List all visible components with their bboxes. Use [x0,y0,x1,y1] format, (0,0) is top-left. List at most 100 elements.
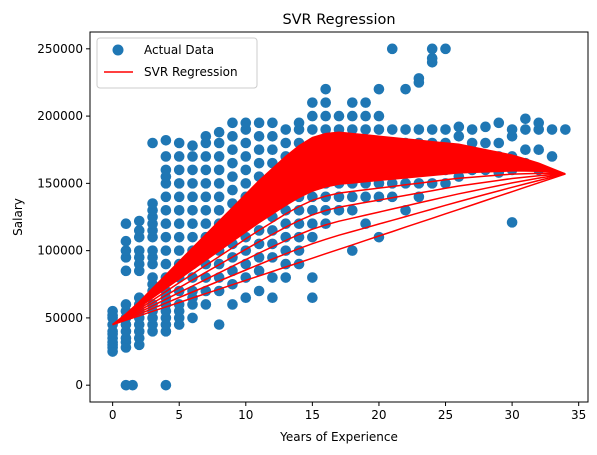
scatter-point [200,164,212,176]
y-axis-label: Salary [11,198,25,236]
scatter-point [240,151,252,162]
scatter-point [546,124,558,135]
x-tick-label: 20 [371,408,386,422]
x-tick-label: 15 [305,408,320,422]
scatter-point [386,43,398,55]
scatter-point [213,178,225,189]
scatter-point [480,121,491,133]
scatter-point [160,204,172,216]
scatter-point [520,124,531,135]
scatter-point [253,285,265,297]
scatter-point [440,43,451,55]
scatter-point [493,117,505,129]
scatter-point [187,312,198,324]
scatter-point [227,130,238,142]
scatter-point [213,126,225,138]
x-axis-label: Years of Experience [279,430,398,444]
scatter-point [173,218,185,230]
scatter-point [360,124,371,135]
scatter-point [160,245,172,256]
scatter-point [227,157,238,169]
scatter-point [147,245,158,256]
scatter-point [320,110,331,122]
scatter-point [453,121,465,133]
scatter-point [267,130,278,142]
y-tick-label: 50000 [45,311,83,325]
scatter-point [240,117,252,129]
scatter-point [173,178,185,189]
scatter-point [520,144,531,156]
scatter-point [160,231,172,243]
scatter-point [173,137,185,149]
scatter-point [280,272,292,283]
scatter-point [307,292,318,304]
scatter-point [160,191,172,203]
scatter-point [560,124,571,135]
scatter-point [227,171,238,182]
scatter-point [213,137,225,149]
scatter-point [347,124,358,135]
scatter-point [187,151,198,162]
scatter-point [280,137,292,149]
scatter-point [307,204,318,216]
scatter-point [533,144,545,156]
legend-box [96,37,258,89]
scatter-point [187,164,198,176]
scatter-point [187,178,198,189]
scatter-point [227,144,238,156]
regression-line [112,168,566,326]
scatter-point [506,217,518,228]
axes-frame [89,31,589,403]
plot-area [107,43,571,391]
scatter-point [267,117,278,129]
scatter-point [520,113,531,125]
x-tick-label: 10 [238,408,253,422]
scatter-point [160,164,172,176]
scatter-point [307,97,318,108]
scatter-point [127,379,138,391]
scatter-point [373,110,385,122]
scatter-point [267,238,278,250]
scatter-point [400,204,411,216]
scatter-point [440,124,451,135]
scatter-point [307,218,318,230]
scatter-point [120,265,132,277]
scatter-point [187,140,198,151]
scatter-point [120,235,132,247]
scatter-point [360,97,371,108]
scatter-point [453,171,465,182]
scatter-point [426,178,438,189]
scatter-point [120,218,132,230]
scatter-point [333,110,345,122]
scatter-point [187,191,198,203]
scatter-point [240,292,252,304]
scatter-point [386,124,398,135]
y-tick-label: 0 [75,378,83,392]
legend: Actual Data SVR Regression [96,37,258,89]
scatter-point [480,137,491,149]
scatter-point [200,204,212,216]
scatter-point [373,124,385,135]
y-tick-label: 100000 [37,244,83,258]
scatter-point [307,110,318,122]
scatter-point [347,245,358,256]
scatter-point [413,124,425,135]
regression-series [112,131,566,326]
scatter-point [347,191,358,203]
scatter-point [267,144,278,156]
scatter-point [253,117,265,129]
scatter-point [133,215,145,227]
scatter-point [107,305,118,317]
scatter-point [240,178,252,189]
x-tick-label: 5 [175,408,183,422]
scatter-point [466,137,478,149]
scatter-point [213,164,225,176]
scatter-point [400,178,411,189]
scatter-point [160,258,172,270]
scatter-point [120,299,132,310]
scatter-point [253,238,265,250]
scatter-point [213,191,225,203]
scatter-point [213,151,225,162]
scatter-point [227,117,238,129]
scatter-point [253,130,265,142]
